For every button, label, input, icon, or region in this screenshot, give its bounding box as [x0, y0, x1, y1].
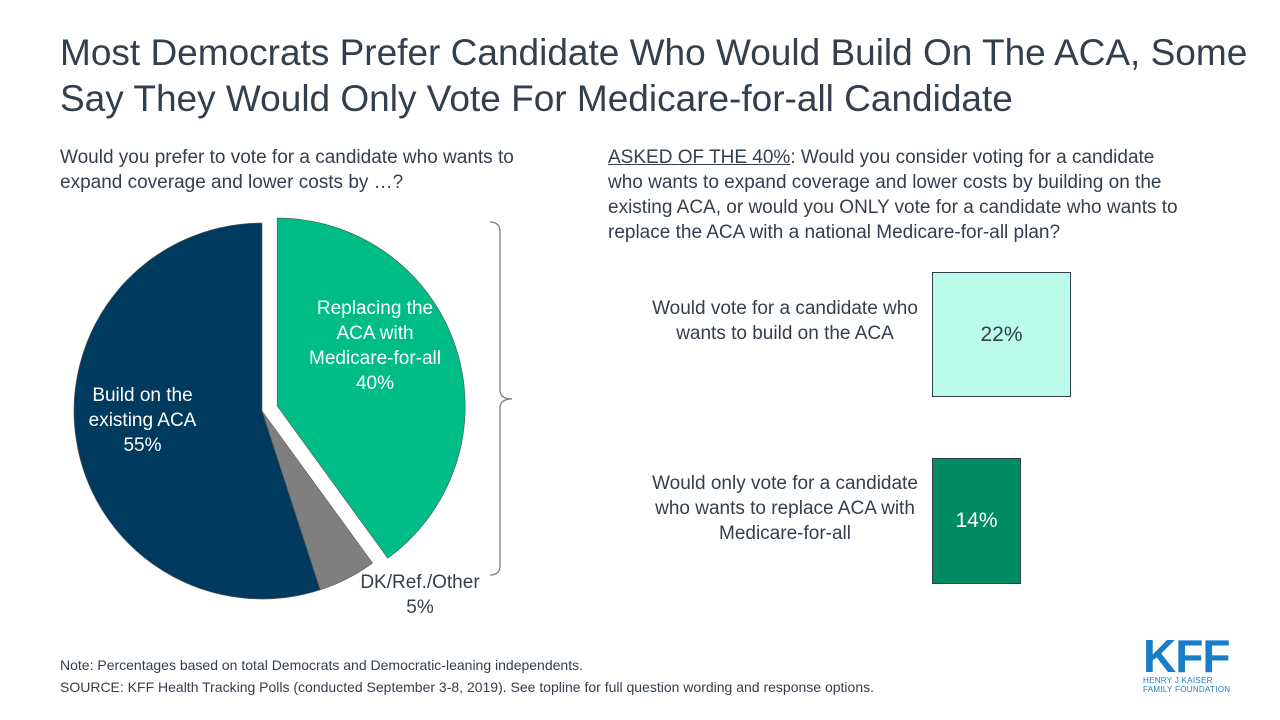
pie-slice-2	[73, 222, 321, 600]
slice-value: 40%	[355, 373, 395, 394]
left-question: Would you prefer to vote for a candidate…	[60, 147, 514, 193]
question-text: : Would you consider voting for a candid…	[608, 147, 1178, 243]
logo-line2: FAMILY FOUNDATION	[1143, 685, 1231, 694]
logo-line1: HENRY J KAISER	[1143, 676, 1213, 685]
option-only-value-box: 14%	[932, 458, 1021, 584]
slice-label-build: Build on the existing ACA 55%	[75, 383, 210, 458]
kff-logo: KFF HENRY J KAISER FAMILY FOUNDATION	[1143, 630, 1235, 694]
note-text: Note: Percentages based on total Democra…	[60, 657, 583, 673]
question-qualifier: ASKED OF THE 40%	[608, 147, 791, 168]
slice-label-text: DK/Ref./Other	[360, 572, 480, 593]
slice-label-dk: DK/Ref./Other 5%	[340, 570, 500, 620]
slice-label-text: Replacing the ACA with Medicare-for-all	[309, 298, 441, 369]
page-title: Most Democrats Prefer Candidate Who Woul…	[60, 32, 1248, 119]
pie-slice-0	[276, 217, 466, 559]
option-build-value-box: 22%	[932, 272, 1071, 397]
bracket	[489, 221, 513, 576]
footnote: Note: Percentages based on total Democra…	[60, 654, 874, 698]
option-only-label: Would only vote for a candidate who want…	[652, 473, 918, 544]
slice-label-replace: Replacing the ACA with Medicare-for-all 4…	[300, 296, 450, 396]
slice-value: 55%	[123, 435, 162, 456]
slice-label-text: Build on the existing ACA	[88, 385, 197, 431]
right-question: ASKED OF THE 40%: Would you consider vot…	[608, 145, 1188, 245]
logo-wordmark: KFF	[1143, 630, 1230, 682]
source-text: SOURCE: KFF Health Tracking Polls (condu…	[60, 679, 874, 695]
option-build-label: Would vote for a candidate who wants to …	[652, 298, 918, 344]
slice-value: 5%	[406, 597, 434, 618]
